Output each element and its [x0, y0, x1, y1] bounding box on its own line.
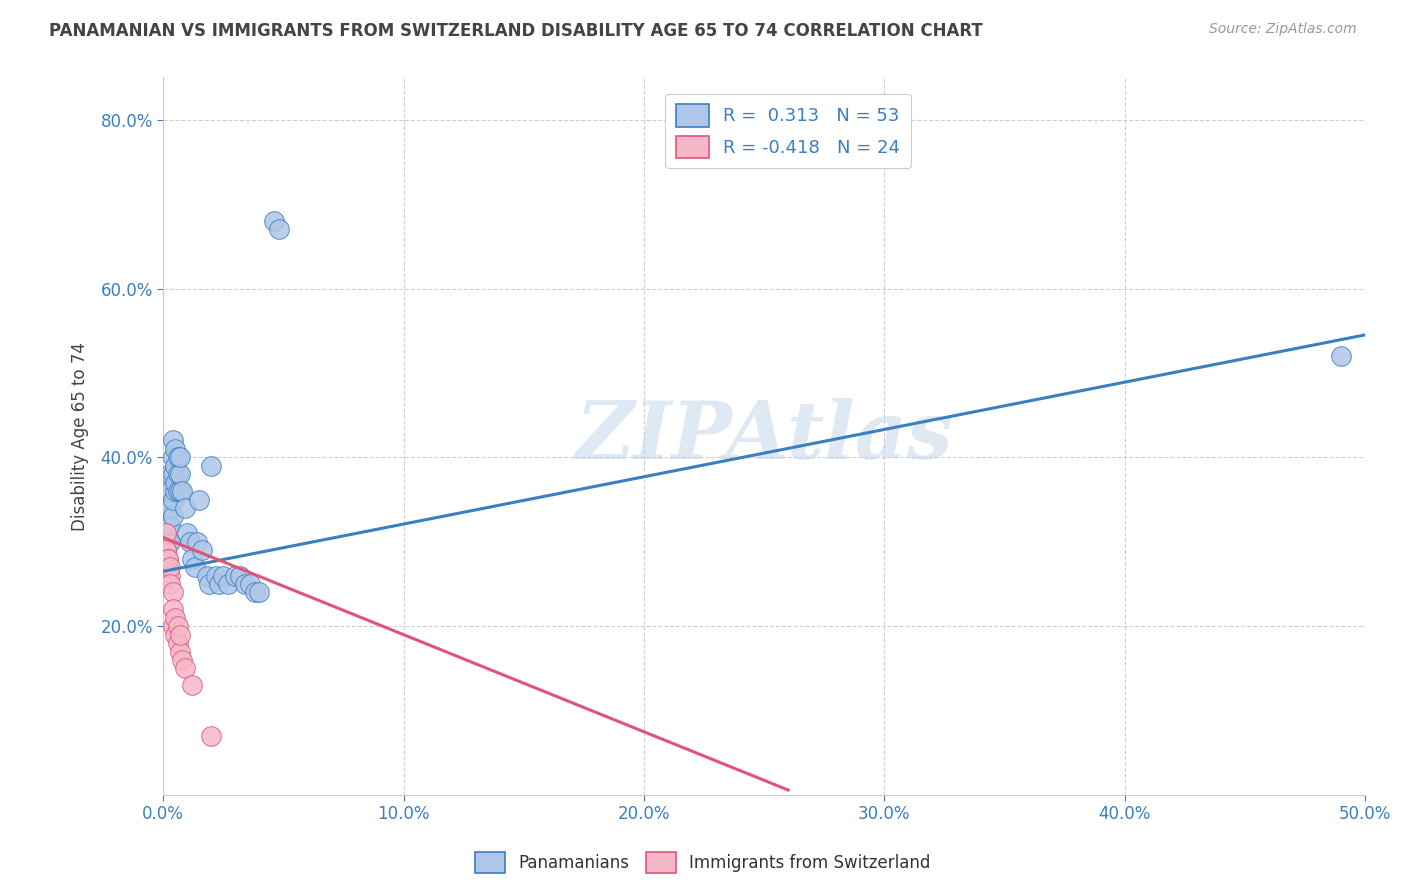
Point [207, 577, 229, 591]
Point [205, 568, 228, 582]
Point [155, 543, 177, 558]
Text: PANAMANIAN VS IMMIGRANTS FROM SWITZERLAND DISABILITY AGE 65 TO 74 CORRELATION CH: PANAMANIAN VS IMMIGRANTS FROM SWITZERLAN… [49, 22, 983, 40]
Text: ZIPAtlas: ZIPAtlas [575, 398, 953, 475]
Point [157, 560, 180, 574]
Point [165, 442, 187, 456]
Point [195, 568, 218, 582]
Point [1330, 349, 1353, 363]
Point [267, 222, 290, 236]
Point [165, 611, 187, 625]
Point [159, 517, 181, 532]
Point [157, 551, 180, 566]
Point [159, 501, 181, 516]
Point [157, 534, 180, 549]
Point [200, 458, 222, 473]
Point [169, 484, 191, 499]
Point [159, 534, 181, 549]
Point [165, 475, 187, 490]
Point [200, 729, 222, 743]
Point [155, 534, 177, 549]
Point [186, 534, 208, 549]
Point [233, 577, 256, 591]
Point [155, 560, 177, 574]
Point [166, 467, 188, 482]
Point [162, 585, 184, 599]
Point [239, 577, 262, 591]
Point [157, 551, 180, 566]
Point [166, 450, 188, 465]
Legend: R =  0.313   N = 53, R = -0.418   N = 24: R = 0.313 N = 53, R = -0.418 N = 24 [665, 94, 911, 169]
Point [217, 577, 239, 591]
Point [159, 568, 181, 582]
Point [169, 450, 191, 465]
Text: Source: ZipAtlas.com: Source: ZipAtlas.com [1209, 22, 1357, 37]
Point [155, 551, 177, 566]
Point [188, 492, 211, 507]
Point [176, 526, 198, 541]
Point [166, 484, 188, 499]
Point [174, 501, 197, 516]
Point [159, 467, 181, 482]
Point [157, 501, 180, 516]
Point [166, 636, 188, 650]
Y-axis label: Disability Age 65 to 74: Disability Age 65 to 74 [72, 342, 89, 531]
Point [162, 619, 184, 633]
Point [155, 543, 177, 558]
Point [169, 644, 191, 658]
Point [165, 627, 187, 641]
Point [172, 653, 194, 667]
Point [162, 434, 184, 448]
Point [155, 526, 177, 541]
Point [165, 484, 187, 499]
Point [159, 484, 181, 499]
Point [166, 619, 188, 633]
Point [263, 214, 285, 228]
Point [174, 661, 197, 675]
Point [162, 467, 184, 482]
Point [162, 450, 184, 465]
Point [198, 577, 221, 591]
Point [169, 467, 191, 482]
Point [247, 585, 270, 599]
Point [157, 568, 180, 582]
Point [179, 534, 201, 549]
Point [162, 492, 184, 507]
Point [224, 568, 246, 582]
Point [169, 627, 191, 641]
Point [157, 517, 180, 532]
Point [243, 585, 266, 599]
Point [212, 568, 235, 582]
Point [181, 678, 204, 692]
Point [165, 458, 187, 473]
Point [155, 560, 177, 574]
Point [181, 551, 204, 566]
Point [162, 509, 184, 524]
Point [172, 484, 194, 499]
Point [190, 543, 212, 558]
Point [229, 568, 252, 582]
Point [183, 560, 205, 574]
Legend: Panamanians, Immigrants from Switzerland: Panamanians, Immigrants from Switzerland [468, 846, 938, 880]
Point [159, 577, 181, 591]
Point [157, 568, 180, 582]
Point [162, 602, 184, 616]
Point [155, 526, 177, 541]
Point [159, 560, 181, 574]
